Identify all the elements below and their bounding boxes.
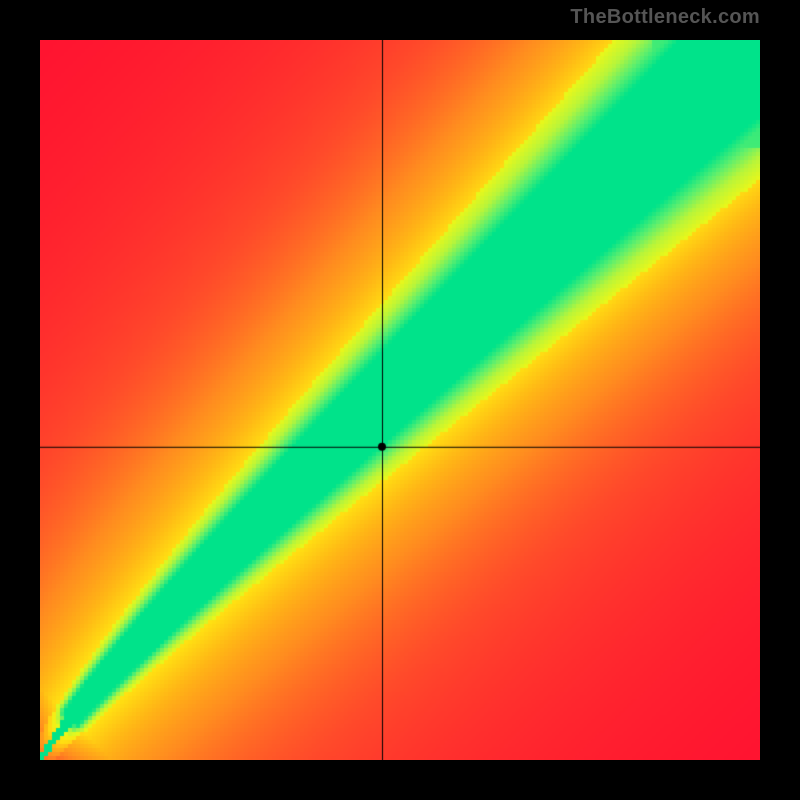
watermark-text: TheBottleneck.com	[570, 6, 760, 29]
chart-container: TheBottleneck.com	[0, 0, 800, 800]
heatmap-canvas	[40, 40, 760, 760]
